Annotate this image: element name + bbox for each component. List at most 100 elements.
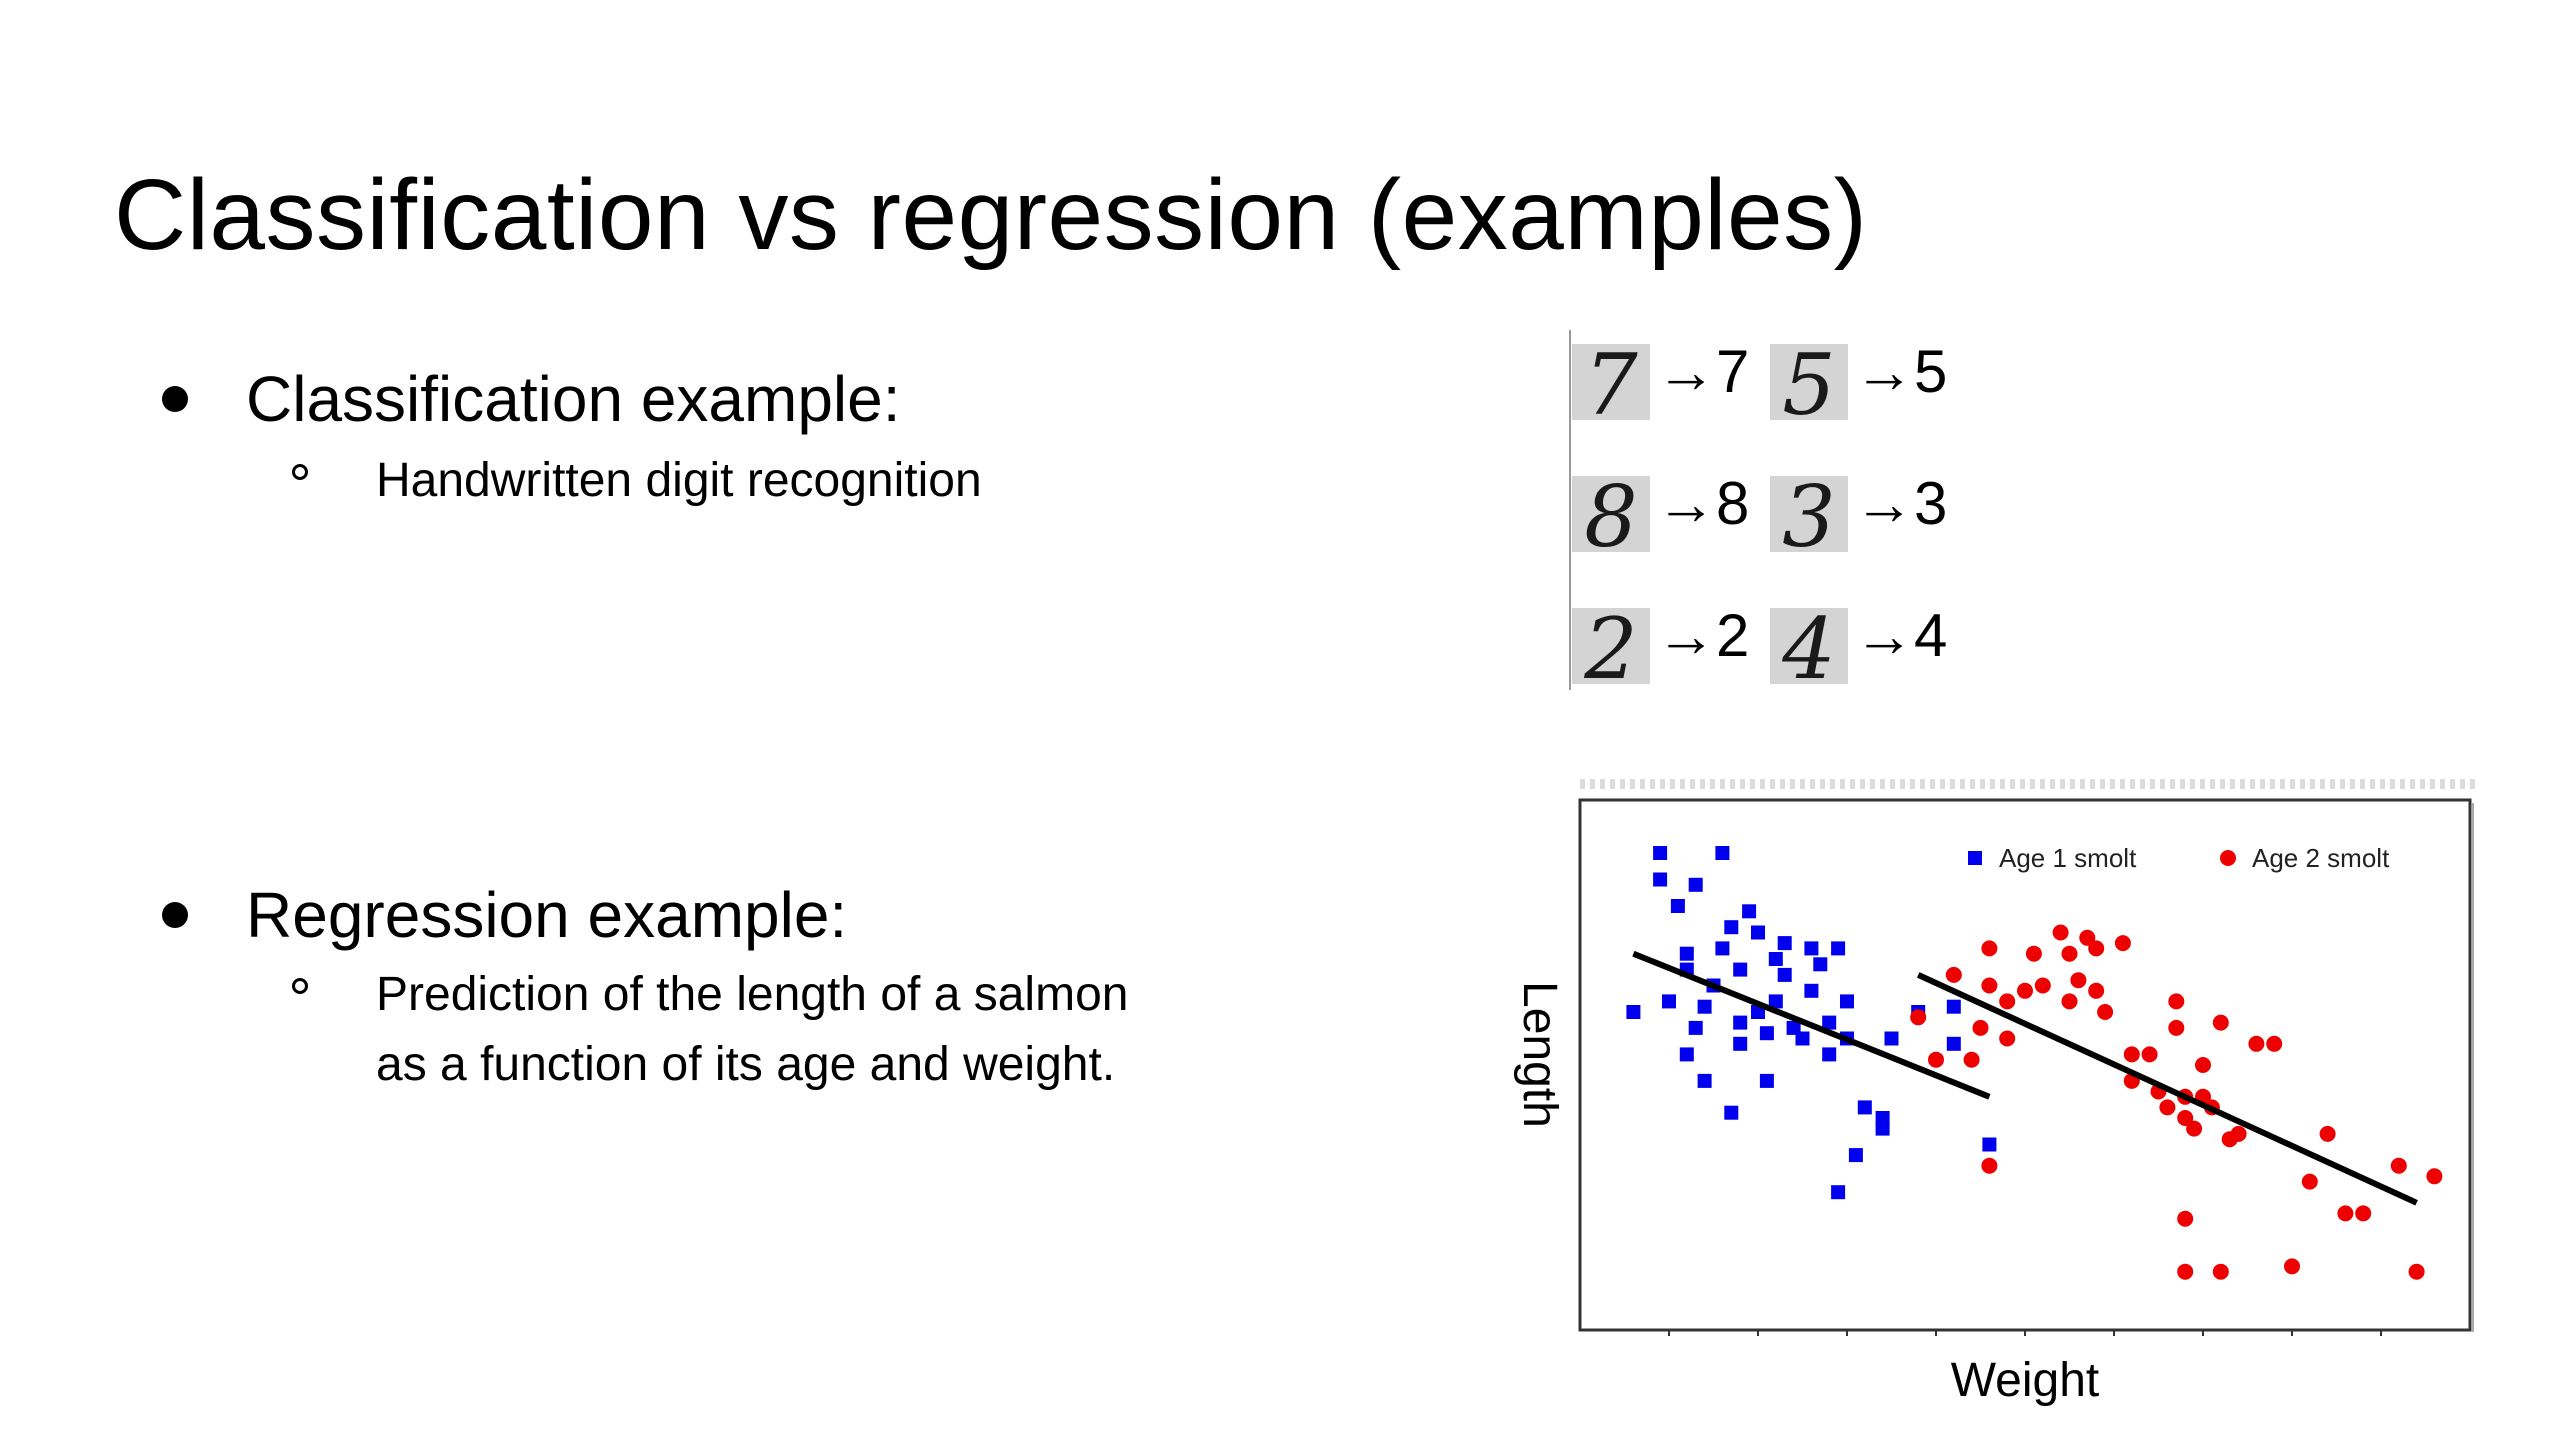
salmon-regression-chart: Age 1 smolt Age 2 smolt Weight Length <box>1480 760 2480 1420</box>
data-point <box>1982 1137 1997 1152</box>
digit-prediction-label: →7 <box>1656 338 1749 405</box>
data-point <box>2319 1125 2336 1142</box>
data-point <box>2159 1099 2176 1116</box>
digit-example-7: 7 →7 <box>1572 336 1749 434</box>
digit-example-8: 8 →8 <box>1572 468 1749 566</box>
handwritten-digit: 8 <box>1584 468 1637 566</box>
sub-bullet-handwritten-digit: Handwritten digit recognition <box>292 446 982 516</box>
data-point <box>1857 1100 1872 1115</box>
sub-bullet-text: Handwritten digit recognition <box>376 454 982 507</box>
data-point <box>1662 994 1676 1009</box>
bullet-label: Classification example: <box>246 363 901 435</box>
legend-label: Age 1 smolt <box>1999 843 2137 873</box>
data-point <box>1875 1111 1890 1125</box>
data-point <box>2426 1168 2443 1185</box>
sub-bullet-text-line-2: as a function of its age and weight. <box>376 1038 1116 1091</box>
data-point <box>1875 1121 1890 1136</box>
data-point <box>2177 1263 2194 1280</box>
data-point <box>1697 999 1712 1014</box>
data-point <box>2025 945 2042 962</box>
data-point <box>1946 1036 1961 1051</box>
data-point <box>1751 1005 1765 1019</box>
data-point <box>1972 1019 1989 1036</box>
data-point <box>1840 994 1854 1009</box>
data-point <box>1768 952 1783 966</box>
legend: Age 1 smolt Age 2 smolt <box>1968 843 2390 873</box>
bullet-dot <box>162 902 188 928</box>
data-point <box>1804 983 1819 998</box>
data-point <box>1777 967 1792 982</box>
data-point <box>1795 1031 1810 1046</box>
data-point <box>1733 1015 1748 1030</box>
series-age-1-smolt <box>1626 846 1997 1200</box>
data-point <box>2195 1057 2211 1073</box>
data-point <box>2177 1110 2194 1126</box>
bullet-dot <box>162 386 188 412</box>
data-point <box>1981 1157 1998 1174</box>
data-point <box>2088 940 2105 957</box>
digit-prediction-label: →2 <box>1656 602 1749 669</box>
y-axis-label: Length <box>1513 981 1566 1128</box>
data-point <box>1777 936 1792 951</box>
data-point <box>2123 1046 2140 1063</box>
digit-example-5: 5 →5 <box>1770 336 1947 434</box>
data-point <box>2017 982 2033 999</box>
data-point <box>1945 966 1962 983</box>
data-point <box>1822 1047 1837 1062</box>
handwritten-digit: 3 <box>1782 468 1835 566</box>
digit-example-2: 2 →2 <box>1572 600 1749 698</box>
digit-example-3: 3 →3 <box>1770 468 1947 566</box>
digit-prediction-label: →3 <box>1854 470 1947 537</box>
data-point <box>1679 1047 1694 1062</box>
data-point <box>2186 1120 2203 1137</box>
data-point <box>1759 1026 1774 1041</box>
data-point <box>1804 941 1819 956</box>
data-point <box>1884 1031 1899 1046</box>
data-point <box>2337 1205 2354 1222</box>
data-point <box>1733 962 1748 977</box>
data-point <box>1981 977 1998 994</box>
data-point <box>1999 1030 2016 1047</box>
data-point <box>2097 1004 2114 1020</box>
regression-line-2 <box>1916 972 2418 1206</box>
data-point <box>2266 1035 2283 1052</box>
handwritten-digit: 5 <box>1782 336 1835 434</box>
data-point <box>2168 1019 2185 1036</box>
digit-prediction-label: →4 <box>1854 602 1947 669</box>
data-point <box>2248 1035 2265 1052</box>
data-point <box>1963 1051 1980 1068</box>
data-point <box>1786 1020 1801 1035</box>
data-point <box>2177 1210 2194 1227</box>
sub-bullet-text-line-1: Prediction of the length of a salmon <box>376 968 1129 1021</box>
sub-bullet-circle <box>292 978 308 994</box>
digit-image-tile <box>1770 344 1848 420</box>
handwritten-digit: 4 <box>1781 600 1835 698</box>
sub-bullet-circle <box>292 464 308 480</box>
data-point <box>1697 1073 1712 1088</box>
digit-image-tile <box>1572 476 1650 552</box>
data-point <box>2114 935 2131 952</box>
data-point <box>1848 1148 1863 1163</box>
data-point <box>1724 1105 1739 1120</box>
handwritten-digit: 7 <box>1584 336 1638 434</box>
digit-image-tile <box>1770 608 1848 684</box>
data-point <box>1653 872 1668 887</box>
slide-title: Classification vs regression (examples) <box>114 159 1868 271</box>
data-point <box>2390 1157 2407 1174</box>
data-point <box>1715 941 1730 956</box>
data-point <box>2212 1263 2229 1280</box>
data-point <box>1679 946 1694 961</box>
series-age-2-smolt <box>1910 924 2443 1280</box>
data-point <box>1626 1005 1641 1019</box>
data-point <box>1831 941 1846 956</box>
data-point <box>1670 899 1685 913</box>
data-point <box>2284 1258 2300 1275</box>
data-point <box>2212 1014 2229 1031</box>
legend-label: Age 2 smolt <box>2252 843 2390 873</box>
data-point <box>1768 994 1783 1009</box>
data-point <box>1928 1051 1944 1068</box>
digit-image-tile <box>1572 608 1650 684</box>
data-point <box>1831 1185 1846 1200</box>
data-point <box>1910 1009 1927 1026</box>
data-point <box>1946 999 1961 1014</box>
